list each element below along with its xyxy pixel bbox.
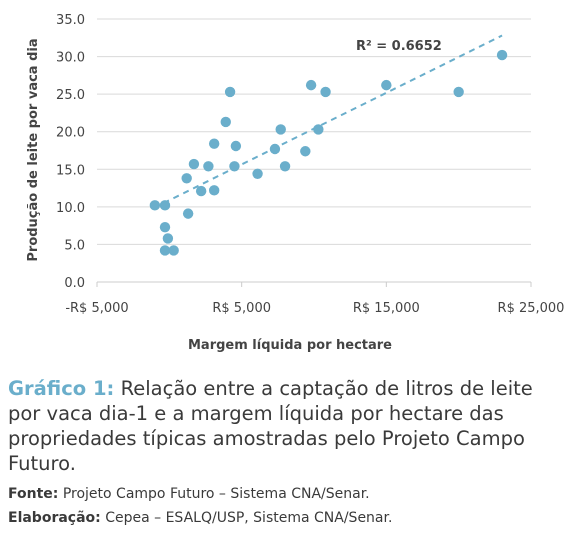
source-text: Projeto Campo Futuro – Sistema CNA/Senar… — [62, 486, 370, 502]
x-tick-label-0: -R$ 5,000 — [65, 301, 128, 316]
data-point-0 — [149, 200, 161, 211]
data-point-11 — [208, 185, 220, 196]
data-point-16 — [230, 140, 242, 152]
elaboration-label: Elaboração: — [8, 510, 101, 526]
data-point-24 — [320, 86, 331, 98]
data-point-17 — [252, 168, 263, 179]
axes — [96, 281, 532, 287]
data-point-7 — [181, 173, 192, 184]
data-point-14 — [224, 86, 236, 98]
data-point-6 — [182, 208, 194, 219]
data-point-3 — [162, 233, 174, 244]
data-point-26 — [453, 86, 464, 98]
trendline-group — [163, 34, 503, 204]
figure-caption: Gráfico 1: Relação entre a captação de l… — [8, 376, 564, 530]
y-tick-label-7: 35.0 — [56, 13, 85, 28]
y-tick-label-0: 0.0 — [64, 276, 85, 291]
chart-container: 0.0 5.0 10.0 15.0 20.0 25.0 30.0 35.0 -R$ 5,000 R… — [26, 13, 564, 353]
tick-labels: 0.0 5.0 10.0 15.0 20.0 25.0 30.0 35.0 -R$ 5,000 R… — [56, 13, 564, 316]
data-point-21 — [300, 146, 311, 157]
r-squared-annotation: R² = 0.6652 — [356, 39, 442, 54]
data-points — [149, 49, 508, 256]
data-point-12 — [208, 138, 220, 149]
data-point-9 — [195, 185, 207, 197]
data-point-10 — [203, 161, 214, 172]
data-point-18 — [269, 143, 281, 155]
data-point-25 — [381, 79, 392, 91]
data-point-5 — [168, 245, 179, 256]
data-point-20 — [279, 161, 291, 172]
caption-figure-label: Gráfico 1: — [8, 377, 115, 400]
caption-description: Relação entre a captação de litros de le… — [8, 377, 533, 475]
data-point-15 — [229, 161, 240, 172]
y-tick-label-6: 30.0 — [56, 51, 85, 66]
x-tick-label-1: R$ 5,000 — [212, 301, 271, 316]
data-point-23 — [313, 124, 324, 135]
data-point-22 — [305, 79, 317, 91]
data-point-4 — [159, 245, 171, 256]
elaboration-text: Cepea – ESALQ/USP, Sistema CNA/Senar. — [105, 510, 393, 526]
data-point-8 — [188, 158, 200, 170]
data-point-27 — [496, 49, 508, 61]
caption-main: Gráfico 1: Relação entre a captação de l… — [8, 376, 564, 476]
y-tick-label-1: 5.0 — [64, 238, 85, 253]
data-point-13 — [220, 116, 231, 128]
source-label: Fonte: — [8, 486, 59, 502]
y-tick-label-2: 10.0 — [56, 201, 85, 216]
data-point-1 — [159, 200, 171, 211]
scatter-chart: 0.0 5.0 10.0 15.0 20.0 25.0 30.0 35.0 -R$ 5,000 R… — [26, 13, 564, 353]
data-point-2 — [159, 221, 171, 233]
data-point-19 — [275, 124, 286, 135]
x-tick-label-3: R$ 25,000 — [498, 301, 565, 316]
caption-source: Fonte: Projeto Campo Futuro – Sistema CN… — [8, 482, 564, 506]
y-tick-label-4: 20.0 — [56, 126, 85, 141]
trendline — [163, 34, 503, 204]
y-tick-label-5: 25.0 — [56, 88, 85, 103]
x-axis-title: Margem líquida por hectare — [188, 338, 392, 353]
caption-elaboration: Elaboração: Cepea – ESALQ/USP, Sistema C… — [8, 506, 564, 530]
y-tick-label-3: 15.0 — [56, 163, 85, 178]
x-tick-label-2: R$ 15,000 — [353, 301, 420, 316]
y-axis-title: Produção de leite por vaca dia — [26, 38, 41, 261]
